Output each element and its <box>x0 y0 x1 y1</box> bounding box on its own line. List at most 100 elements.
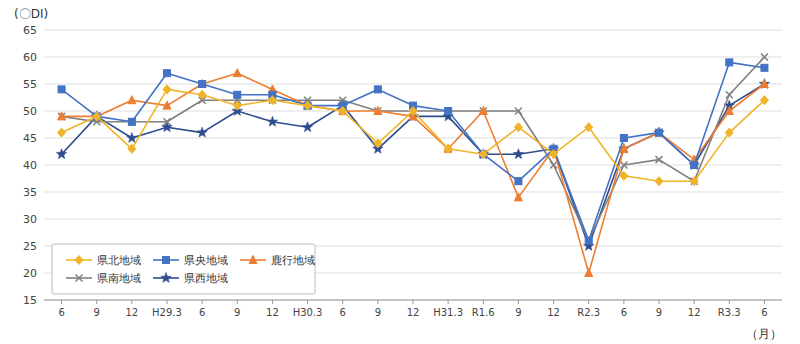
point <box>128 144 136 153</box>
legend-label: 鹿行地域 <box>271 254 315 267</box>
x-tick <box>131 300 132 304</box>
point <box>480 151 487 158</box>
y-tick-label: 60 <box>23 51 37 64</box>
point <box>128 96 136 104</box>
series-line <box>62 62 765 240</box>
legend-marker <box>163 257 170 264</box>
legend-item: 県北地域 <box>66 254 141 267</box>
legend-item: 鹿行地域 <box>240 254 315 267</box>
y-tick-label: 55 <box>23 78 37 91</box>
x-tick-label: 12 <box>688 307 701 318</box>
point <box>233 69 241 77</box>
point <box>620 171 628 180</box>
axes: 15202530354045505560656912H29.36912H30.3… <box>23 24 782 319</box>
legend-label: 県西地域 <box>184 272 228 285</box>
x-tick <box>659 300 660 304</box>
grid-line <box>44 219 782 220</box>
legend-marker <box>76 275 83 282</box>
point <box>268 96 276 105</box>
point <box>199 81 206 88</box>
x-tick-label: 9 <box>234 307 240 318</box>
legend-item: 県南地域 <box>66 272 141 285</box>
series-line <box>62 57 765 241</box>
plot-area <box>56 54 769 277</box>
y-axis-label: (〇DI) <box>14 7 48 21</box>
x-tick <box>61 300 62 304</box>
grid-line <box>44 192 782 193</box>
x-tick <box>413 300 414 304</box>
grid-line <box>44 165 782 166</box>
legend-label: 県央地域 <box>184 254 228 267</box>
point <box>445 108 452 115</box>
x-tick <box>202 300 203 304</box>
point <box>479 107 487 115</box>
point <box>163 101 171 109</box>
y-tick-label: 30 <box>23 213 37 226</box>
x-tick-label: 9 <box>656 307 662 318</box>
grid-line <box>44 138 782 139</box>
point <box>479 150 487 159</box>
x-tick <box>167 300 168 304</box>
grid-line <box>44 57 782 58</box>
point <box>761 54 768 61</box>
x-tick-label: H31.3 <box>433 307 463 318</box>
x-tick <box>764 300 765 304</box>
x-tick-label: H30.3 <box>293 307 323 318</box>
point <box>339 107 347 116</box>
x-tick-label: 6 <box>761 307 767 318</box>
point <box>128 118 135 125</box>
point <box>725 128 733 137</box>
legend-label: 県北地域 <box>97 254 141 267</box>
point <box>656 156 663 163</box>
y-tick-label: 35 <box>23 186 37 199</box>
x-axis-label: （月） <box>746 327 782 341</box>
y-grid <box>44 30 782 300</box>
series <box>58 54 768 245</box>
legend-box <box>52 244 315 294</box>
point <box>515 178 522 185</box>
point <box>304 102 311 109</box>
x-tick-label: H29.3 <box>152 307 182 318</box>
x-tick-label: R3.3 <box>718 307 741 318</box>
point <box>198 80 206 88</box>
legend-label: 県南地域 <box>97 272 141 285</box>
x-tick-label: 12 <box>547 307 560 318</box>
legend-marker <box>161 273 171 283</box>
point <box>725 107 733 115</box>
point <box>267 116 277 126</box>
point <box>726 59 733 66</box>
series-line <box>62 84 765 246</box>
point <box>691 178 698 185</box>
point <box>550 150 558 159</box>
series <box>58 59 768 244</box>
x-tick <box>377 300 378 304</box>
x-tick <box>272 300 273 304</box>
point <box>515 108 522 115</box>
x-tick-label: 6 <box>199 307 205 318</box>
point <box>234 91 241 98</box>
x-tick <box>342 300 343 304</box>
point <box>410 108 417 115</box>
point <box>620 135 627 142</box>
point <box>620 162 627 169</box>
point <box>514 193 522 201</box>
point <box>761 64 768 71</box>
point <box>656 129 663 136</box>
point <box>128 118 135 125</box>
point <box>302 122 312 132</box>
x-tick-label: 9 <box>515 307 521 318</box>
point <box>162 122 172 132</box>
x-tick <box>307 300 308 304</box>
point <box>513 149 523 159</box>
legend-item: 県西地域 <box>153 272 228 285</box>
x-tick-label: 6 <box>621 307 627 318</box>
legend-item: 県央地域 <box>153 254 228 267</box>
point <box>374 86 381 93</box>
legend-marker <box>249 256 257 264</box>
point <box>374 108 381 115</box>
point <box>760 96 768 105</box>
legend-marker <box>75 256 83 265</box>
x-tick-label: 6 <box>58 307 64 318</box>
point <box>58 86 65 93</box>
point <box>269 97 276 104</box>
